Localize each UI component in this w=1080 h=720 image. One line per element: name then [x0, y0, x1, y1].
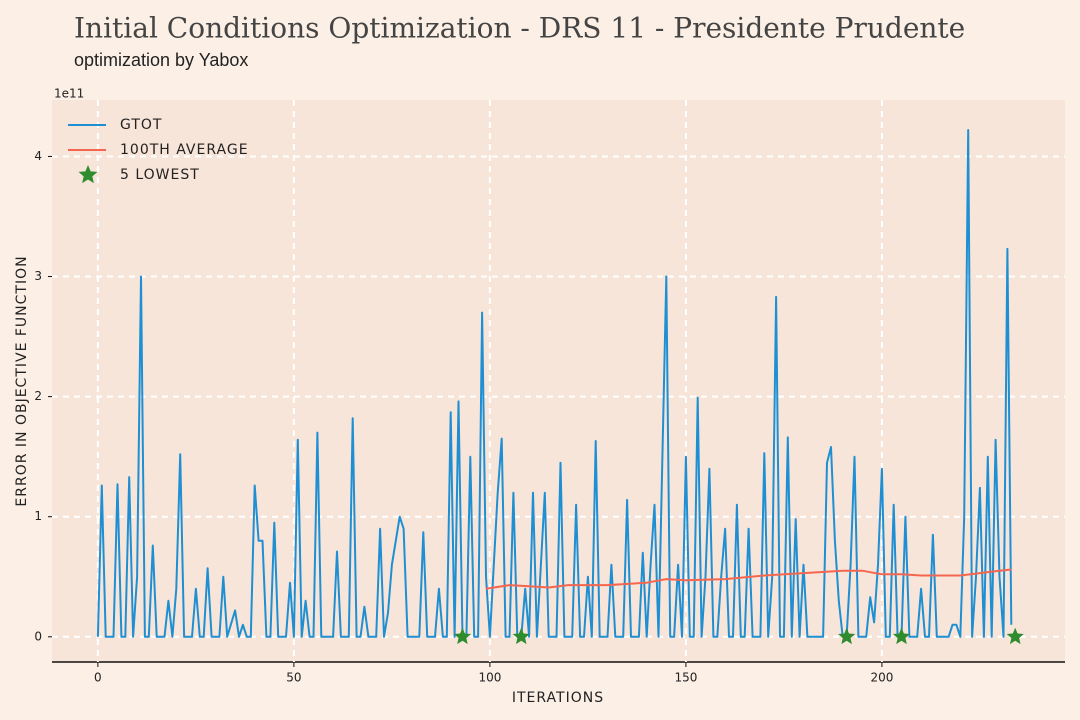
y-tick-label: 4: [34, 149, 42, 163]
star-marker: [512, 627, 530, 645]
x-tick-label: 100: [478, 671, 501, 685]
chart-title: Initial Conditions Optimization - DRS 11…: [74, 12, 965, 45]
legend-marker: [78, 165, 98, 184]
y-tick-label: 0: [34, 629, 42, 643]
star-marker: [453, 627, 471, 645]
x-tick-label: 50: [286, 671, 301, 685]
star-marker: [838, 627, 856, 645]
data-line: [485, 568, 1012, 590]
legend-label: 5 LOWEST: [120, 167, 200, 183]
x-tick-label: 150: [674, 671, 697, 685]
x-axis-label: ITERATIONS: [512, 690, 604, 706]
data-line: [96, 129, 1013, 638]
star-marker: [1006, 627, 1024, 645]
star-marker: [893, 627, 911, 645]
y-axis-label: ERROR IN OBJECTIVE FUNCTION: [14, 255, 30, 506]
y-offset-label: 1e11: [54, 87, 84, 101]
y-tick-label: 2: [34, 389, 42, 403]
legend-label: 100TH AVERAGE: [120, 142, 249, 158]
legend-label: GTOT: [120, 117, 162, 133]
chart-subtitle: optimization by Yabox: [74, 50, 248, 70]
x-tick-label: 200: [870, 671, 893, 685]
y-tick-label: 1: [34, 509, 42, 523]
x-tick-label: 0: [94, 671, 102, 685]
y-tick-label: 3: [34, 269, 42, 283]
